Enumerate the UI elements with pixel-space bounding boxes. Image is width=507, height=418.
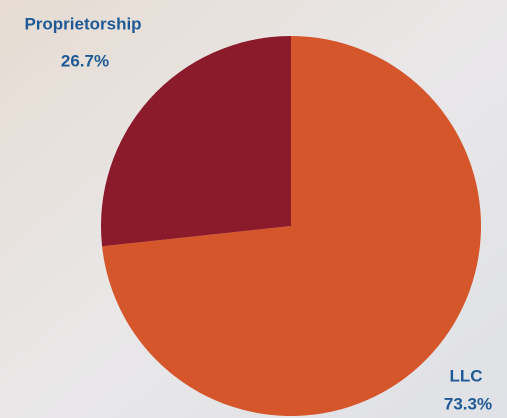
slice-label: Proprietorship bbox=[24, 14, 141, 33]
slice-value-label: 73.3% bbox=[444, 394, 492, 413]
pie-slice bbox=[100, 36, 291, 247]
pie-slice bbox=[102, 36, 481, 416]
slice-label: LLC bbox=[449, 366, 482, 385]
slice-value-label: 26.7% bbox=[61, 51, 109, 70]
